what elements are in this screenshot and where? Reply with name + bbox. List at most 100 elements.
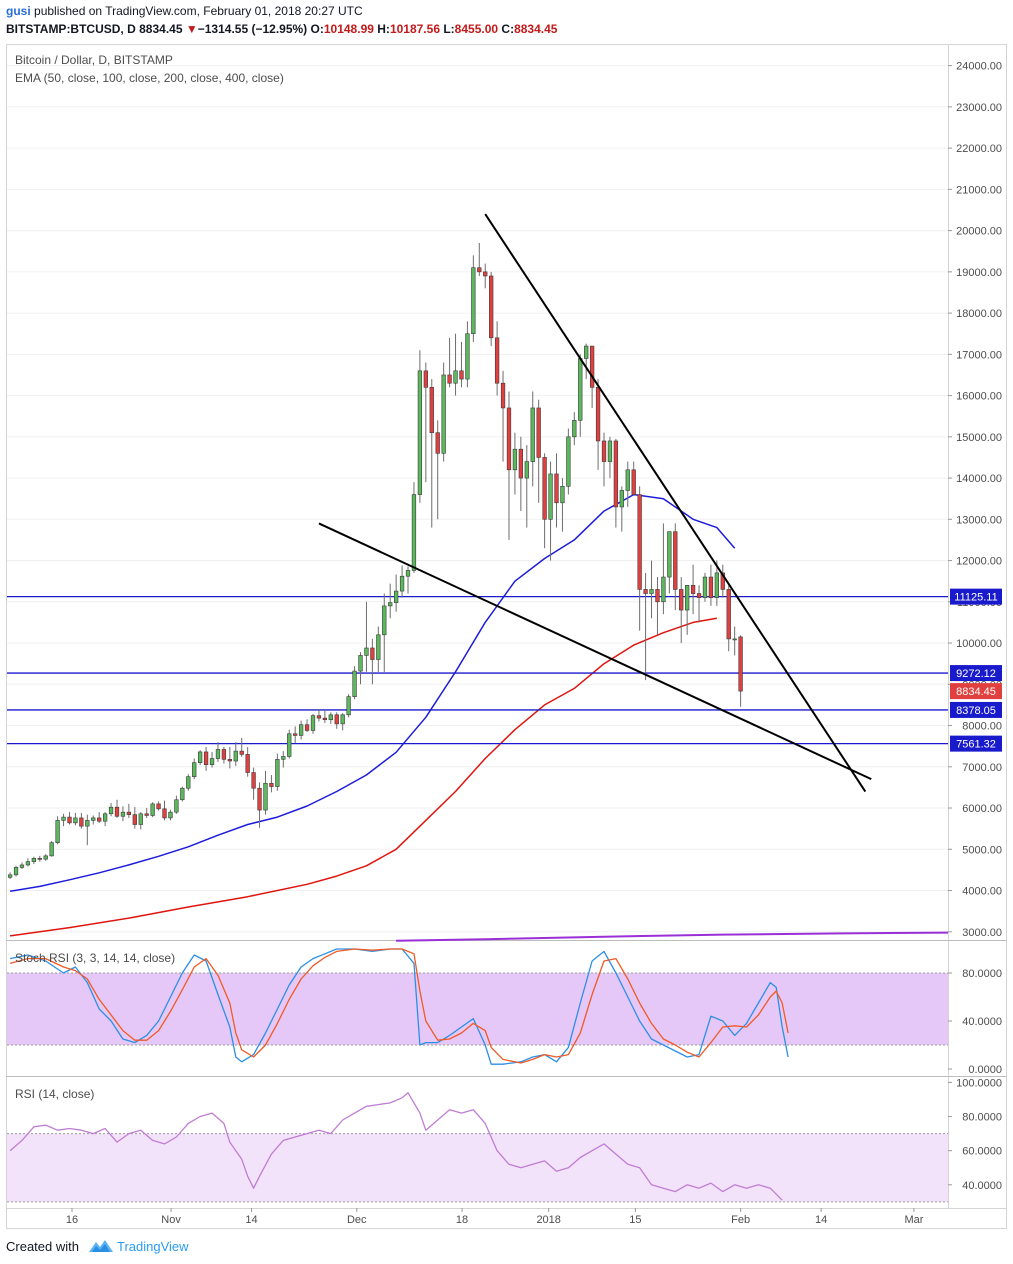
- candle-body: [269, 782, 274, 787]
- author-name[interactable]: gusi: [6, 4, 31, 18]
- candle-body: [114, 806, 120, 817]
- time-tick-label: Mar: [904, 1214, 923, 1226]
- change-text: −1314.55 (−12.95%): [197, 22, 308, 36]
- stoch-rsi-pane: 0.0000 40.0000 80.0000: [7, 948, 1002, 1076]
- level-label: 11125.11: [954, 592, 997, 604]
- rsi-tick-label: 40.0000: [962, 1180, 1002, 1192]
- down-arrow-icon: ▼: [185, 22, 198, 36]
- time-tick-label: Feb: [731, 1214, 750, 1226]
- candle-body: [441, 374, 446, 454]
- candle-body: [524, 461, 529, 479]
- candle-body: [91, 817, 96, 821]
- candle-body: [506, 407, 512, 471]
- candle-body: [239, 750, 244, 755]
- candle-body: [180, 787, 185, 801]
- candle-body: [453, 370, 458, 384]
- candle-body: [316, 715, 322, 719]
- candle-body: [293, 733, 298, 736]
- time-tick-label: 15: [629, 1214, 641, 1226]
- candle-body: [536, 407, 541, 458]
- candle-body: [322, 717, 328, 721]
- candle-body: [530, 407, 535, 462]
- candle-body: [132, 814, 137, 825]
- candle-body: [79, 817, 84, 827]
- candle-body: [13, 867, 19, 876]
- candle-body: [192, 762, 197, 777]
- trendlines: [318, 213, 872, 793]
- candle-body: [304, 724, 310, 731]
- candle-body: [696, 593, 702, 598]
- candle-body: [209, 758, 215, 766]
- price-axis: 3000.00 4000.00 5000.00 6000.00 7000.00 8000.…: [948, 61, 1002, 939]
- candle-body: [566, 436, 571, 487]
- level-label-box: [950, 665, 1002, 682]
- tradingview-logo-icon[interactable]: [88, 1238, 114, 1254]
- stoch-tick-label: 40.0000: [962, 1016, 1002, 1028]
- candle-body: [144, 813, 149, 816]
- publish-info: gusi published on TradingView.com, Febru…: [6, 4, 363, 18]
- last-price-marker: 8834.45: [950, 683, 1002, 700]
- stoch-line-d: [9, 948, 789, 1064]
- price-grid: [7, 65, 948, 933]
- candle-body: [690, 584, 696, 594]
- candle-body: [364, 647, 369, 656]
- candle-body: [203, 751, 209, 766]
- price-tick-label: 17000.00: [956, 349, 1002, 361]
- candle-body: [73, 817, 78, 824]
- tradingview-brand-link[interactable]: TradingView: [117, 1239, 189, 1254]
- candle-body: [120, 811, 126, 817]
- candle-body: [625, 469, 630, 491]
- last-price-text: 8834.45: [139, 22, 183, 36]
- candle-body: [61, 816, 66, 821]
- ema50-path: [9, 493, 736, 893]
- candle-body: [500, 382, 506, 409]
- candle-body: [19, 864, 25, 868]
- candle-body: [732, 638, 737, 641]
- ema200-line: [9, 617, 718, 937]
- high-label: H:: [377, 22, 390, 36]
- candle-body: [287, 733, 292, 757]
- stoch-tick-label: 80.0000: [962, 968, 1002, 980]
- candle-body: [31, 858, 36, 862]
- candle-body: [619, 490, 624, 508]
- candle-body: [310, 715, 316, 731]
- legend-rsi: RSI (14, close): [15, 1087, 94, 1101]
- price-tick-label: 18000.00: [956, 308, 1002, 320]
- candle-body: [679, 589, 684, 611]
- last-price-label: 8834.45: [956, 686, 996, 698]
- candle-body: [738, 636, 743, 692]
- candle-body: [607, 440, 613, 462]
- candle-body: [251, 772, 256, 789]
- candle-body: [649, 589, 654, 594]
- rsi-pane: 40.0000 60.0000 80.0000 100.0000: [7, 1077, 1002, 1203]
- candle-body: [334, 714, 339, 725]
- candle-body: [382, 605, 387, 636]
- publish-text: published on TradingView.com, February 0…: [34, 4, 363, 18]
- candle-body: [542, 457, 547, 520]
- level-label: 9272.12: [956, 668, 996, 680]
- open-label: O:: [310, 22, 324, 36]
- candle-body: [447, 374, 452, 384]
- footer: Created with TradingView: [0, 1230, 1013, 1264]
- candle-body: [281, 756, 286, 760]
- candle-body: [423, 370, 428, 388]
- candle-body: [263, 782, 268, 811]
- price-tick-label: 5000.00: [962, 844, 1002, 856]
- candle-body: [55, 820, 60, 843]
- price-tick-label: 10000.00: [956, 638, 1002, 650]
- price-tick-label: 14000.00: [956, 473, 1002, 485]
- candle-body: [708, 576, 714, 598]
- price-tick-label: 12000.00: [956, 556, 1002, 568]
- candle-body: [168, 811, 173, 819]
- chart-frame: [6, 44, 1007, 1229]
- candle-body: [399, 575, 405, 592]
- candle-body: [637, 494, 642, 590]
- plot-border: [6, 44, 1007, 1229]
- price-tick-label: 4000.00: [962, 886, 1002, 898]
- candle-body: [720, 572, 725, 590]
- candle-body: [702, 576, 708, 598]
- time-tick-label: Dec: [347, 1214, 367, 1226]
- candle-body: [138, 813, 143, 825]
- candle-body: [198, 751, 203, 763]
